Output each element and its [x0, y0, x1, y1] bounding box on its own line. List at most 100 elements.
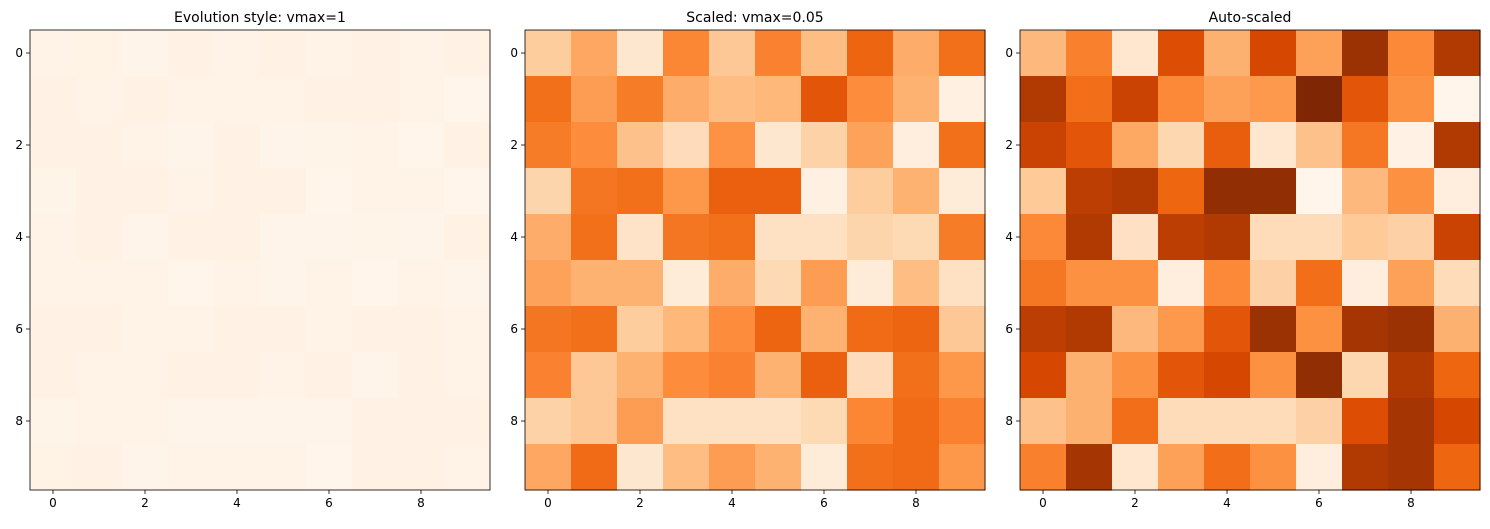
heatmap-cell [571, 214, 618, 261]
heatmap-cell [352, 76, 399, 123]
heatmap-cell [1342, 168, 1389, 215]
heatmap-cell [571, 76, 618, 123]
heatmap-cell [1434, 214, 1481, 261]
heatmap-cell [30, 306, 77, 353]
heatmap-cell [122, 306, 169, 353]
heatmap-cell [1250, 30, 1297, 77]
heatmap-cell [260, 214, 307, 261]
heatmap-cell [571, 398, 618, 445]
heatmap-cell [893, 214, 940, 261]
heatmap-cell [663, 30, 710, 77]
heatmap-cell [76, 30, 123, 77]
heatmap-cell [122, 398, 169, 445]
heatmap-cell [444, 260, 491, 307]
heatmap-cell [617, 260, 664, 307]
heatmap-cell [1250, 352, 1297, 399]
heatmap-cell [398, 444, 445, 491]
heatmap-cell [352, 306, 399, 353]
heatmap-cell [352, 260, 399, 307]
heatmap-cell [214, 168, 261, 215]
heatmap-cell [1388, 306, 1435, 353]
heatmap-cell [444, 352, 491, 399]
heatmap-cell [1066, 444, 1113, 491]
x-tick-label: 8 [912, 496, 920, 510]
heatmap-cell [168, 30, 215, 77]
y-tick-label: 2 [510, 138, 518, 152]
heatmap-cell [306, 168, 353, 215]
heatmap-cell [168, 444, 215, 491]
heatmap-cell [1388, 168, 1435, 215]
heatmap-cell [525, 122, 572, 169]
heatmap-cell [122, 122, 169, 169]
heatmap-cell [525, 260, 572, 307]
heatmap-cell [663, 214, 710, 261]
heatmap-cell [617, 214, 664, 261]
heatmap-cell [939, 168, 986, 215]
heatmap-cell [939, 260, 986, 307]
heatmap-cell [76, 214, 123, 261]
heatmap-cell [1204, 306, 1251, 353]
heatmap-cell [571, 260, 618, 307]
heatmap-cell [755, 30, 802, 77]
heatmap-cell [260, 30, 307, 77]
heatmap-cell [847, 76, 894, 123]
heatmap-cell [1158, 76, 1205, 123]
heatmap-cell [939, 214, 986, 261]
heatmap-cell [168, 168, 215, 215]
heatmap-cell [709, 260, 756, 307]
heatmap-cell [1434, 76, 1481, 123]
heatmap-cell [755, 168, 802, 215]
heatmap-cell [1342, 352, 1389, 399]
heatmap-cell [755, 214, 802, 261]
heatmap-cell [801, 444, 848, 491]
heatmap-cell [1158, 260, 1205, 307]
heatmap-cell [76, 260, 123, 307]
heatmap-cell [1020, 122, 1067, 169]
heatmap-cell [1020, 76, 1067, 123]
heatmap-cell [30, 76, 77, 123]
heatmap-cell [1158, 398, 1205, 445]
heatmap-cell [1112, 444, 1159, 491]
heatmap-cell [306, 214, 353, 261]
heatmap-cell [755, 398, 802, 445]
heatmap-cell [1112, 306, 1159, 353]
heatmap-cell [1296, 168, 1343, 215]
heatmap-cell [30, 214, 77, 261]
y-tick-label: 4 [1005, 230, 1013, 244]
panel-title: Evolution style: vmax=1 [174, 10, 346, 26]
heatmap-cell [571, 122, 618, 169]
heatmap-cell [1112, 76, 1159, 123]
heatmap-cell [1434, 122, 1481, 169]
heatmap-cell [939, 444, 986, 491]
heatmap-cell [1434, 444, 1481, 491]
heatmap-cell [709, 352, 756, 399]
heatmap-cell [1342, 122, 1389, 169]
heatmap-cell [352, 214, 399, 261]
heatmap-cell [1342, 76, 1389, 123]
heatmap-cell [617, 168, 664, 215]
heatmap-cell [352, 168, 399, 215]
heatmap-cell [30, 168, 77, 215]
heatmap-cell [398, 398, 445, 445]
heatmap-cell [1434, 306, 1481, 353]
heatmap-cell [398, 76, 445, 123]
heatmap-cell [1250, 398, 1297, 445]
heatmap-cell [214, 76, 261, 123]
heatmap-cell [30, 352, 77, 399]
heatmap-cell [260, 398, 307, 445]
heatmap-cell [801, 214, 848, 261]
heatmap-cell [893, 306, 940, 353]
heatmap-cell [1158, 168, 1205, 215]
heatmap-cell [1296, 352, 1343, 399]
heatmap-cell [755, 352, 802, 399]
heatmap-cell [214, 214, 261, 261]
x-tick-label: 2 [141, 496, 149, 510]
heatmap-cell [1388, 122, 1435, 169]
y-tick-label: 2 [1005, 138, 1013, 152]
heatmap-cell [1204, 214, 1251, 261]
heatmap-cell [1204, 398, 1251, 445]
heatmap-cell [1158, 30, 1205, 77]
x-tick-label: 0 [1039, 496, 1047, 510]
heatmap-cell [663, 260, 710, 307]
heatmap-cell [1250, 122, 1297, 169]
